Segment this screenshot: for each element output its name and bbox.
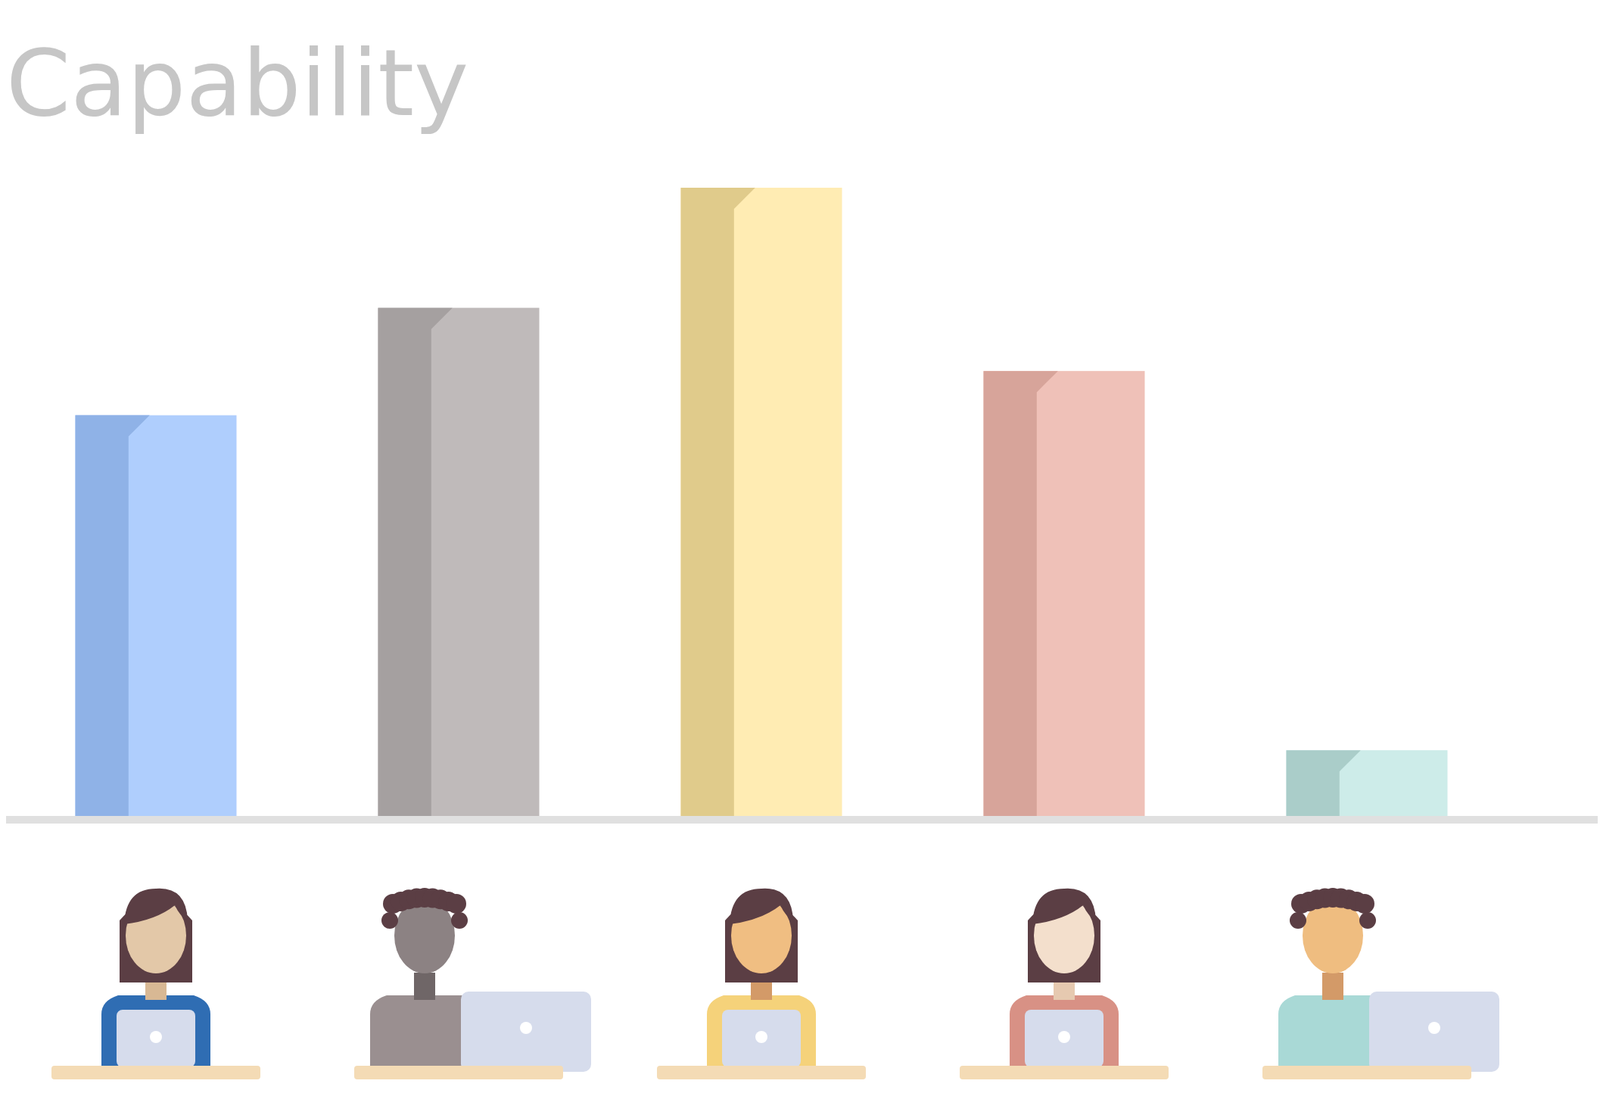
bar-shade: [681, 187, 756, 820]
person-hair: [1354, 893, 1375, 914]
bars: [75, 187, 1448, 820]
person-hair: [729, 888, 794, 925]
person-hair: [446, 893, 467, 914]
person-body: [706, 995, 816, 1068]
person-hair: [1289, 912, 1307, 929]
person-icon: [656, 888, 866, 1080]
person-hair: [451, 912, 468, 929]
person-icon: [51, 888, 261, 1080]
chart-root: Capability: [0, 0, 1600, 1093]
bar: [983, 370, 1146, 820]
person-neck: [414, 972, 436, 1000]
bar: [75, 415, 237, 820]
bar-shade: [983, 370, 1059, 820]
laptop-logo: [755, 1030, 768, 1043]
bar: [1286, 750, 1448, 820]
laptop: [722, 1009, 801, 1068]
bar-shade: [378, 308, 453, 820]
laptop-logo: [519, 1021, 533, 1034]
desk: [51, 1065, 261, 1080]
bar-shade: [1286, 750, 1361, 820]
laptop-logo: [1058, 1030, 1071, 1043]
person-icon: [959, 888, 1169, 1080]
laptop-logo: [149, 1030, 162, 1043]
bar: [378, 308, 540, 820]
laptop: [1369, 991, 1500, 1072]
person-body: [1009, 995, 1119, 1068]
laptop-logo: [1428, 1021, 1441, 1034]
bar: [681, 187, 843, 820]
person-hair: [1032, 888, 1096, 925]
x-axis-line: [6, 815, 1598, 824]
desk: [1262, 1065, 1472, 1080]
desk: [959, 1065, 1169, 1080]
chart-title: Capability: [6, 29, 469, 137]
desk: [656, 1065, 866, 1080]
person-hair: [1359, 912, 1376, 929]
desk: [354, 1065, 564, 1080]
chart-svg: Capability: [0, 0, 1600, 1093]
laptop: [116, 1009, 196, 1068]
laptop: [1024, 1009, 1104, 1068]
person-icon: [354, 887, 592, 1080]
person-neck: [1322, 972, 1344, 1000]
person-hair: [381, 912, 399, 929]
laptop: [460, 991, 592, 1072]
person-icon: [1262, 887, 1500, 1080]
person-hair: [124, 888, 188, 925]
person-body: [101, 995, 211, 1068]
bar-shade: [75, 415, 150, 820]
